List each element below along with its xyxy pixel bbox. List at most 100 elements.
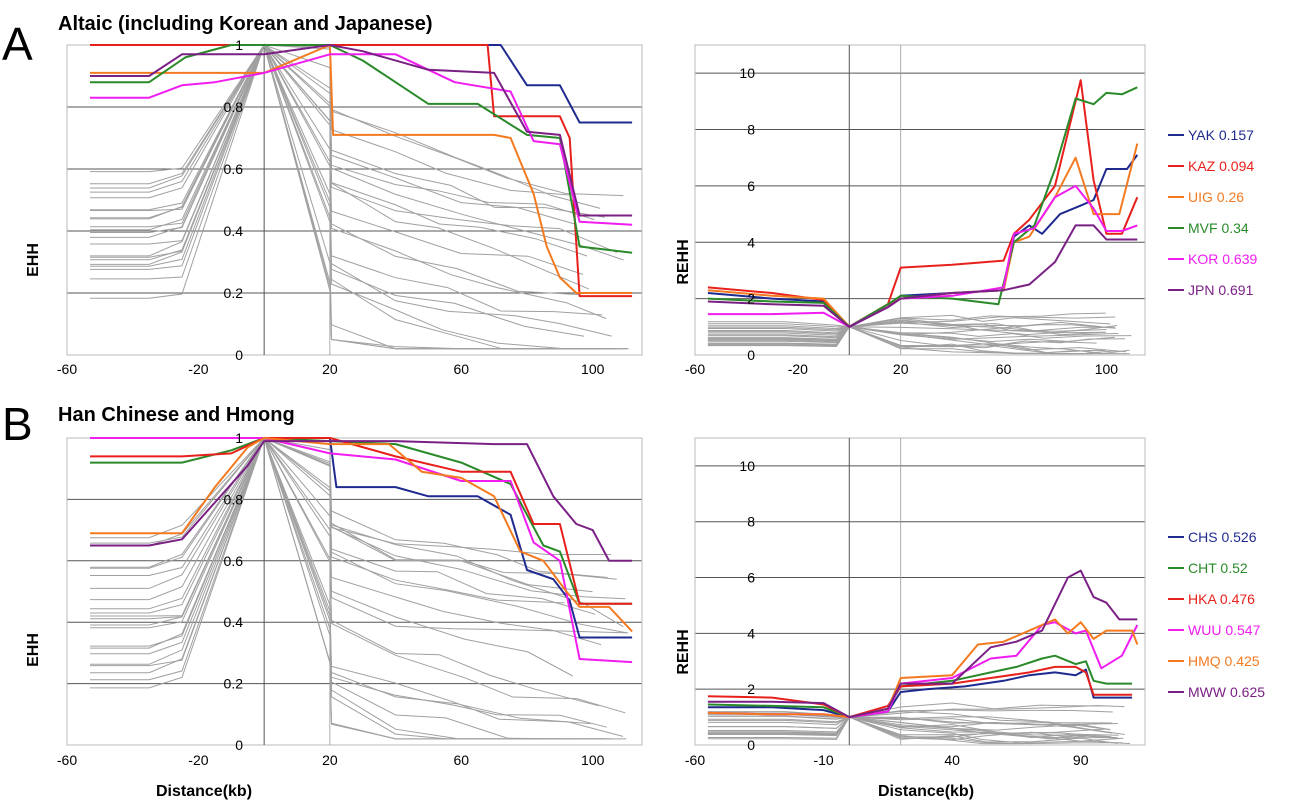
series-line-mww (707, 569, 1138, 719)
background-trace (90, 436, 624, 737)
x-tick-label: 40 (944, 752, 960, 768)
panel-a-letter: A (2, 18, 33, 70)
x-tick-label: -60 (57, 752, 77, 768)
y-tick-label: 0.4 (224, 614, 244, 630)
y-tick-label: 10 (739, 65, 755, 81)
series-line-jpn (90, 44, 633, 217)
background-traces (707, 702, 1131, 745)
series-line-hmq (707, 618, 1139, 719)
x-tick-label: 100 (581, 752, 605, 768)
background-trace (90, 43, 603, 316)
legend: YAK 0.157 KAZ 0.094 UIG 0.26 MVF 0.34 KOR 0.… (1168, 127, 1257, 298)
x-tick-label: 60 (453, 361, 469, 377)
x-tick-label: -20 (788, 361, 808, 377)
y-tick-label: 6 (747, 570, 755, 586)
y-tick-label: 1 (235, 37, 243, 53)
background-trace (90, 436, 599, 707)
series-line-yak (90, 44, 633, 124)
y-tick-label: 0.8 (224, 99, 244, 115)
y-axis-label: REHH (675, 239, 692, 284)
chart-b-rehh: 0 2 4 6 8 10 -60 -10 40 90 REHH Distance(kb) CHS 0.5… (675, 437, 1265, 800)
background-trace (707, 326, 1098, 354)
legend-label: YAK 0.157 (1188, 127, 1254, 143)
plot-frame (694, 437, 1146, 746)
background-trace (707, 315, 1116, 334)
series-line-jpn (707, 224, 1138, 328)
background-trace (707, 326, 1115, 343)
background-trace (90, 437, 602, 646)
background-trace (707, 716, 1112, 739)
y-tick-label: 1 (235, 430, 243, 446)
background-trace (90, 436, 613, 740)
series-line-wuu (90, 437, 633, 664)
background-trace (90, 44, 590, 290)
x-tick-label: -60 (57, 361, 77, 377)
background-trace (90, 44, 588, 257)
y-tick-label: 2 (747, 681, 755, 697)
background-trace (90, 437, 608, 629)
legend-label: CHS 0.526 (1188, 529, 1257, 545)
y-tick-label: 10 (739, 458, 755, 474)
y-tick-label: 2 (747, 291, 755, 307)
y-tick-label: 0.6 (224, 553, 244, 569)
background-trace (90, 43, 602, 350)
background-trace (707, 326, 1119, 345)
x-tick-label: -20 (188, 361, 208, 377)
legend-label: WUU 0.547 (1188, 622, 1261, 638)
x-tick-label: 90 (1073, 752, 1089, 768)
background-trace (90, 437, 627, 634)
legend-label: CHT 0.52 (1188, 560, 1248, 576)
y-tick-label: 0.2 (224, 676, 244, 692)
panel-b-letter: B (2, 398, 33, 450)
x-tick-label: 20 (893, 361, 909, 377)
background-trace (90, 436, 627, 740)
legend-label: MVF 0.34 (1188, 220, 1249, 236)
x-tick-label: -20 (188, 752, 208, 768)
series-line-hka (707, 665, 1133, 719)
plot-frame (66, 44, 643, 356)
background-trace (90, 43, 584, 275)
series-line-mvf (90, 44, 633, 254)
background-trace (707, 705, 1125, 718)
background-trace (90, 44, 601, 245)
x-axis-label: Distance(kb) (878, 783, 974, 800)
panel-b-title: Han Chinese and Hmong (58, 404, 295, 426)
series-line-kaz (707, 79, 1139, 328)
background-trace (707, 317, 1106, 339)
x-tick-label: 100 (581, 361, 605, 377)
series-line-mvf (707, 86, 1138, 328)
background-trace (707, 716, 1096, 741)
x-tick-label: 20 (322, 752, 338, 768)
y-tick-label: 0 (235, 347, 243, 363)
y-tick-label: 0.8 (224, 491, 244, 507)
y-tick-label: 4 (747, 234, 755, 250)
y-tick-label: 0 (747, 737, 755, 753)
y-tick-label: 0 (235, 737, 243, 753)
legend: CHS 0.526 CHT 0.52 HKA 0.476 WUU 0.547 HMQ 0… (1168, 529, 1265, 700)
background-trace (90, 44, 595, 221)
series-line-mww (90, 440, 633, 562)
legend-label: HKA 0.476 (1188, 591, 1255, 607)
background-trace (90, 437, 611, 576)
y-axis-label: EHH (25, 243, 42, 277)
legend-label: HMQ 0.425 (1188, 653, 1260, 669)
x-axis-label: Distance(kb) (156, 783, 252, 800)
y-tick-label: 0.6 (224, 161, 244, 177)
y-axis-label: REHH (675, 629, 692, 674)
legend-label: JPN 0.691 (1188, 282, 1254, 298)
series-line-cht (707, 654, 1133, 719)
legend-label: MWW 0.625 (1188, 684, 1265, 700)
background-trace (90, 436, 607, 728)
series-line-hmq (90, 437, 633, 633)
background-trace (90, 43, 580, 296)
plot-frame (66, 437, 643, 746)
y-tick-label: 6 (747, 178, 755, 194)
plot-frame (694, 44, 1146, 356)
background-traces (90, 43, 629, 350)
background-trace (90, 43, 627, 350)
y-tick-label: 0 (747, 347, 755, 363)
x-tick-label: -10 (813, 752, 833, 768)
background-trace (90, 436, 607, 740)
background-traces (707, 312, 1132, 355)
background-traces (90, 436, 629, 740)
